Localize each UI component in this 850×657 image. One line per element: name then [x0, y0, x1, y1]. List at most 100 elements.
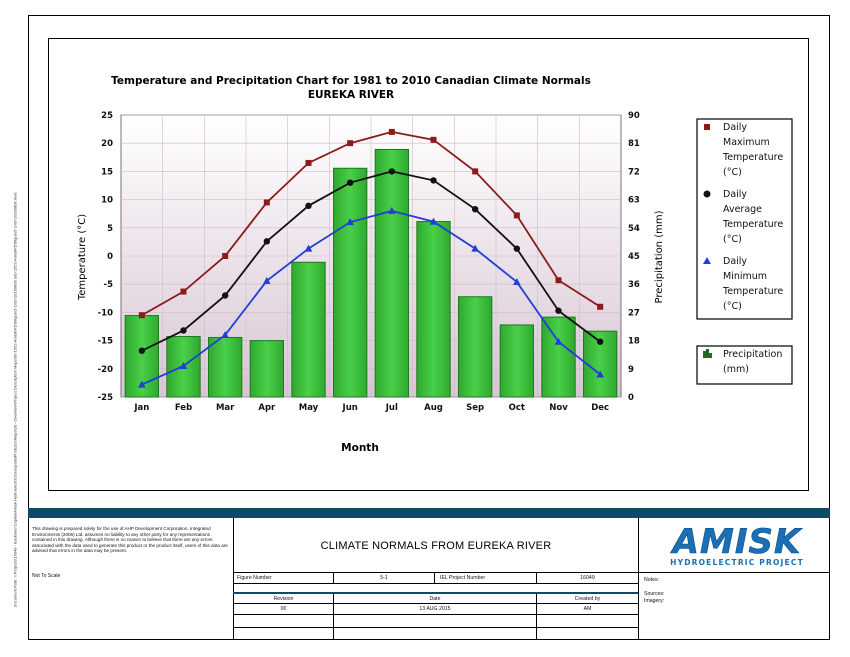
divider — [233, 603, 638, 604]
y-right-tick-label: 63 — [628, 196, 640, 206]
precipitation-bar — [541, 316, 576, 398]
data-point-avg — [263, 238, 271, 245]
revision-value: 00 — [280, 606, 287, 612]
chart-frame: Temperature and Precipitation Chart for … — [48, 38, 809, 491]
x-tick-label: Jul — [385, 403, 398, 413]
notes-label: Notes: — [644, 577, 659, 583]
legend-marker-triangle — [703, 257, 711, 264]
precipitation-bar — [374, 148, 409, 398]
series-line — [141, 209, 601, 386]
document-path-text: Document Path: \\ Projects\16049 - Buckl… — [12, 192, 18, 608]
revision-label: Revision — [273, 596, 294, 602]
data-point-max — [305, 159, 312, 166]
data-point-max — [180, 288, 187, 295]
divider — [638, 518, 639, 640]
precipitation-bar — [416, 221, 451, 398]
precipitation-bar — [291, 261, 326, 398]
data-point-max — [513, 212, 520, 219]
document-path-vertical: Document Path: \\ Projects\16049 - Buckl… — [4, 160, 26, 640]
data-point-avg — [555, 307, 562, 314]
drawing-frame — [28, 15, 830, 640]
logo-wordmark: AMISK — [670, 522, 803, 562]
data-point-max — [472, 168, 479, 175]
divider — [233, 583, 638, 584]
created-by-label: Created by — [574, 596, 601, 602]
legend-label: Daily — [723, 122, 747, 133]
project-number-label: IEL Project Number — [440, 575, 486, 581]
legend-label: (°C) — [723, 167, 742, 178]
legend-marker-square — [704, 124, 710, 130]
data-point-avg — [471, 205, 479, 213]
data-point-avg — [180, 327, 187, 334]
x-tick-label: Sep — [466, 403, 484, 413]
y-axis-left-label: Temperature (°C) — [77, 214, 88, 301]
date-value: 13 AUG 2015 — [419, 606, 451, 612]
x-tick-label: Dec — [591, 403, 609, 413]
created-by-value: AM — [583, 606, 592, 612]
legend-box-temperature — [696, 118, 793, 320]
legend-label: (mm) — [723, 364, 749, 375]
legend-label: Precipitation — [723, 349, 782, 360]
y-right-tick-label: 90 — [628, 111, 640, 121]
y-right-tick-label: 18 — [628, 337, 640, 347]
divider — [233, 592, 638, 594]
data-point-max — [347, 140, 354, 147]
legend-label: Average — [723, 204, 762, 215]
x-tick-label: Jun — [342, 403, 358, 413]
precipitation-bar — [208, 336, 243, 398]
precipitation-bars — [124, 148, 618, 398]
legend-label: Temperature — [722, 219, 783, 230]
precipitation-bar — [333, 167, 368, 398]
divider — [333, 572, 334, 583]
data-point-min — [554, 337, 563, 345]
legend: Daily Maximum Temperature (°C) Daily Average T… — [696, 118, 793, 385]
data-point-min — [138, 380, 146, 388]
divider — [333, 594, 334, 640]
y-left-tick-label: 10 — [101, 196, 113, 206]
sources-label: Sources: — [644, 591, 665, 597]
data-point-min — [346, 218, 354, 226]
data-point-avg — [221, 292, 229, 299]
data-point-avg — [388, 168, 396, 175]
y-right-tick-label: 27 — [628, 308, 640, 318]
y-left-tick-label: -25 — [98, 393, 113, 403]
legend-marker-circle — [703, 190, 711, 198]
divider — [233, 614, 638, 615]
divider — [536, 594, 537, 640]
legend-marker-bar — [706, 349, 709, 358]
x-tick-label: Feb — [175, 403, 192, 413]
data-point-max — [388, 128, 395, 135]
logo-tagline: HYDROELECTRIC PROJECT — [670, 558, 804, 567]
divider — [638, 572, 830, 573]
date-label: Date — [429, 596, 441, 602]
data-point-min — [471, 244, 479, 252]
data-point-max — [430, 136, 437, 143]
data-point-avg — [430, 177, 437, 184]
y-left-tick-label: 20 — [101, 139, 113, 149]
y-left-tick-label: -20 — [98, 365, 113, 375]
project-number-value: 16049 — [580, 575, 595, 581]
legend-label: (°C) — [723, 301, 742, 312]
legend-box-precipitation — [696, 345, 793, 385]
divider — [434, 572, 435, 583]
y-axis-right-label: Precipitation (mm) — [654, 210, 665, 303]
y-left-tick-label: -10 — [98, 308, 113, 318]
data-point-min — [596, 370, 604, 378]
x-tick-label: Jan — [133, 403, 149, 413]
amisk-logo: AMISK HYDROELECTRIC PROJECT — [640, 520, 830, 572]
y-left-tick-label: -5 — [104, 280, 114, 290]
data-point-avg — [138, 347, 146, 354]
x-tick-label: Aug — [424, 403, 443, 413]
data-point-avg — [513, 245, 521, 252]
figure-number-label: Figure Number — [237, 575, 272, 581]
legend-label: Daily — [723, 256, 747, 267]
divider — [233, 627, 638, 628]
data-point-min — [263, 276, 271, 284]
chart-title: Temperature and Precipitation Chart for … — [111, 75, 591, 87]
figure-number-value: 5-1 — [380, 575, 388, 581]
legend-label: Minimum — [723, 271, 767, 282]
y-right-tick-label: 36 — [628, 280, 640, 290]
data-point-max — [263, 199, 270, 206]
x-tick-label: May — [299, 403, 319, 413]
data-point-min — [304, 244, 313, 252]
